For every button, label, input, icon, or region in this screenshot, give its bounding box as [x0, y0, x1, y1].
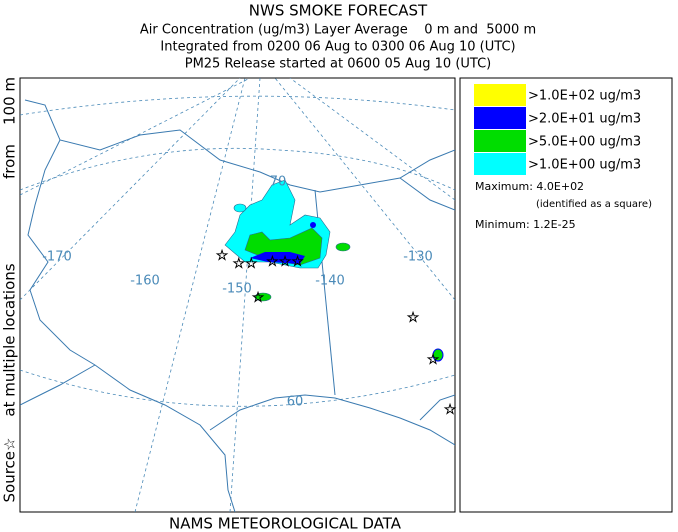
sources: ☆ ☆☆ ☆☆☆ ☆ ☆ ☆ ☆: [215, 248, 457, 419]
legend-swatch: [474, 84, 526, 106]
legend: Maximum: 4.0E+02 (identified as a square…: [459, 77, 673, 513]
longitude-label: -150: [222, 282, 252, 297]
latitude-label: 60: [287, 395, 304, 410]
side-label: Source☆: [1, 438, 19, 503]
svg-text:☆: ☆: [427, 352, 440, 368]
maximum: Maximum: 4.0E+02: [475, 180, 584, 193]
legend-label: >2.0E+01 ug/m3: [528, 112, 641, 127]
svg-text:☆: ☆: [407, 310, 420, 326]
longitude-label: -160: [130, 274, 160, 289]
legend-swatch: [474, 130, 526, 152]
svg-text:☆: ☆: [252, 290, 265, 306]
longitude-label: -170: [42, 250, 72, 265]
smoke-plume: [224, 179, 444, 362]
legend-label: >1.0E+02 ug/m3: [528, 89, 641, 104]
side-label: at multiple locations: [1, 263, 19, 416]
legend-swatch: [474, 107, 526, 129]
longitude-label: -140: [315, 274, 345, 289]
legend-swatch: [474, 153, 526, 175]
side-label: from 100 m: [1, 77, 19, 179]
subtitle: Air Concentration (ug/m3) Layer Average …: [140, 23, 536, 38]
svg-text:☆☆: ☆☆: [232, 256, 257, 272]
title: NWS SMOKE FORECAST: [249, 2, 428, 20]
minimum: Minimum: 1.2E-25: [475, 218, 576, 231]
svg-text:☆☆☆: ☆☆☆: [266, 254, 304, 270]
subtitle: PM25 Release started at 0600 05 Aug 10 (…: [185, 57, 492, 72]
footer: NAMS METEOROLOGICAL DATA: [169, 515, 402, 532]
legend-label: >5.0E+00 ug/m3: [528, 135, 641, 150]
maximum-note: (identified as a square): [536, 199, 652, 210]
map: ☆ ☆☆ ☆☆☆ ☆ ☆ ☆ ☆ -170 -160 -150 -140 -13…: [19, 77, 457, 513]
svg-text:☆: ☆: [216, 248, 229, 264]
legend-label: >1.0E+00 ug/m3: [528, 158, 641, 173]
longitude-label: -130: [403, 250, 433, 265]
svg-text:☆: ☆: [444, 402, 457, 418]
subtitle: Integrated from 0200 06 Aug to 0300 06 A…: [160, 40, 515, 55]
latitude-label: 70: [270, 175, 287, 190]
